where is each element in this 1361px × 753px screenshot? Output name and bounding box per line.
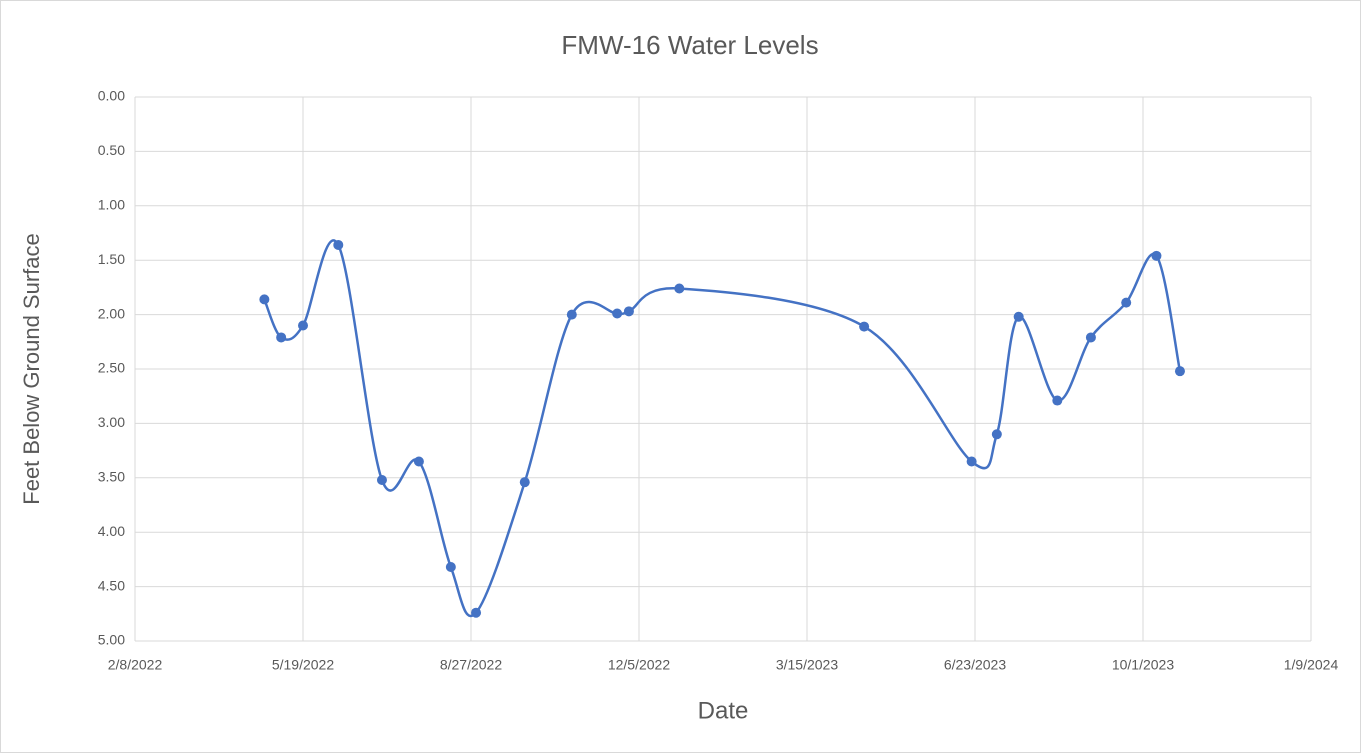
y-tick-label: 3.50	[98, 469, 125, 485]
data-point	[1013, 311, 1024, 322]
data-point	[1052, 395, 1063, 406]
x-tick-label: 12/5/2022	[608, 657, 670, 673]
data-point	[519, 477, 530, 488]
data-point	[413, 456, 424, 467]
data-point	[445, 562, 456, 573]
y-tick-label: 4.50	[98, 577, 125, 593]
y-tick-label: 1.00	[98, 197, 125, 213]
data-point	[259, 294, 270, 305]
y-tick-label: 0.00	[98, 88, 125, 104]
x-tick-label: 6/23/2023	[944, 657, 1006, 673]
y-tick-label: 2.50	[98, 360, 125, 376]
data-point	[566, 309, 577, 320]
data-point	[1151, 250, 1162, 261]
data-point	[333, 239, 344, 250]
data-point	[1174, 366, 1185, 377]
data-point	[276, 332, 287, 343]
x-tick-label: 1/9/2024	[1284, 657, 1339, 673]
x-axis-label: Date	[698, 697, 749, 724]
y-tick-label: 5.00	[98, 632, 125, 648]
data-point	[1121, 297, 1132, 308]
data-point	[376, 474, 387, 485]
chart-title: FMW-16 Water Levels	[561, 30, 818, 60]
data-point	[612, 308, 623, 319]
y-tick-label: 1.50	[98, 251, 125, 267]
data-point	[966, 456, 977, 467]
x-tick-label: 2/8/2022	[108, 657, 163, 673]
y-tick-label: 3.00	[98, 414, 125, 430]
data-point	[1085, 332, 1096, 343]
data-point	[859, 321, 870, 332]
y-tick-label: 4.00	[98, 523, 125, 539]
y-tick-label: 2.00	[98, 305, 125, 321]
data-point	[471, 607, 482, 618]
x-tick-label: 10/1/2023	[1112, 657, 1174, 673]
x-tick-label: 3/15/2023	[776, 657, 838, 673]
data-point	[298, 320, 308, 331]
data-point	[623, 306, 634, 317]
x-tick-label: 8/27/2022	[440, 657, 502, 673]
y-tick-label: 0.50	[98, 142, 125, 158]
y-axis-label: Feet Below Ground Surface	[19, 233, 44, 504]
data-point	[991, 429, 1002, 440]
data-point	[674, 283, 685, 294]
x-tick-label: 5/19/2022	[272, 657, 334, 673]
